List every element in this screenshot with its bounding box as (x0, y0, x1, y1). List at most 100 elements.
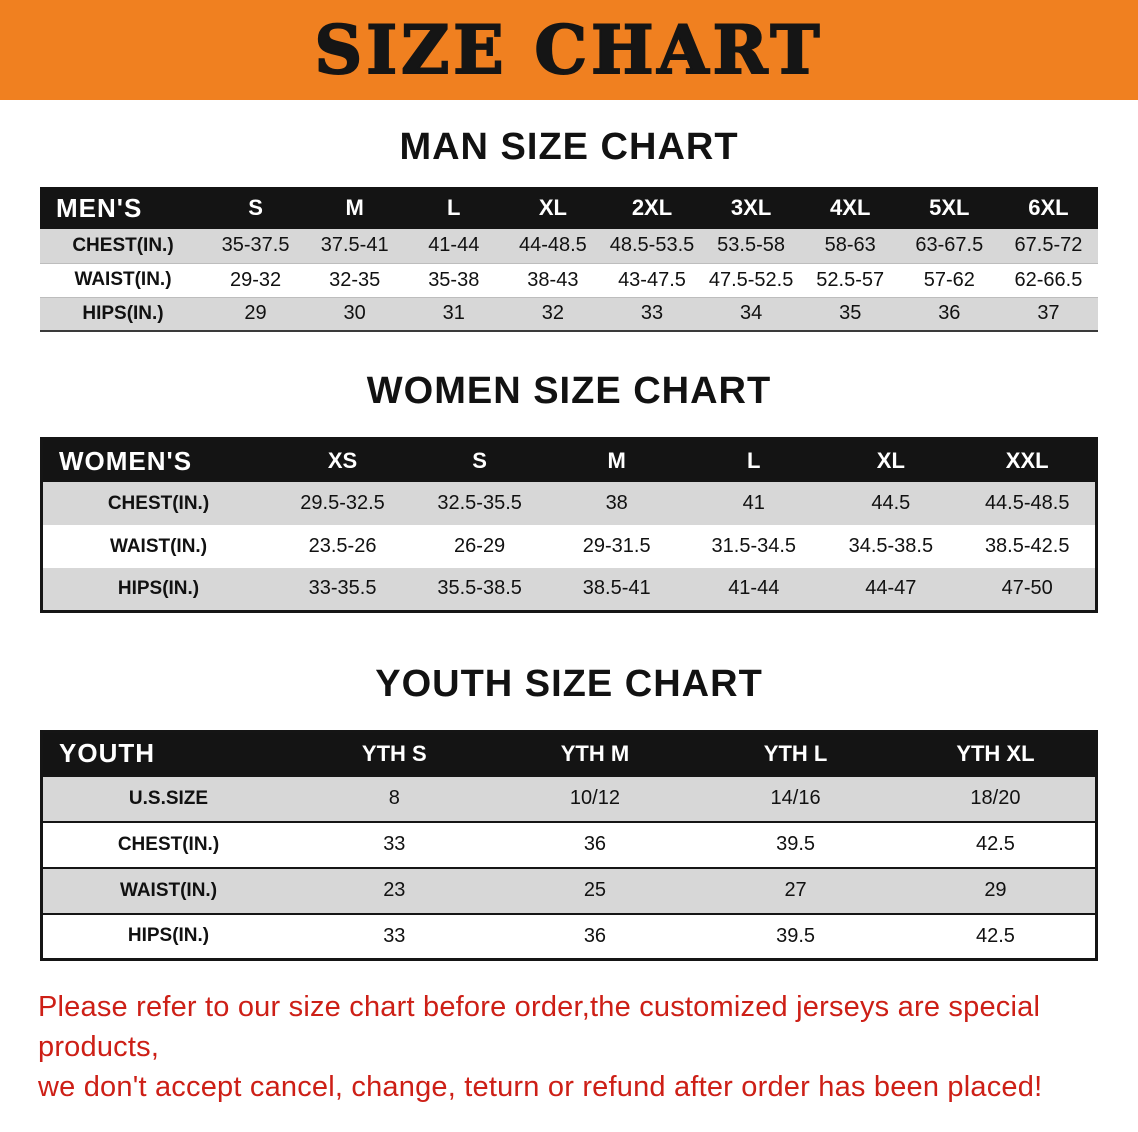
size-value-cell: 31.5-34.5 (711, 535, 797, 557)
size-value-cell: 47-50 (1001, 577, 1053, 600)
size-value-cell: 23 (383, 879, 406, 901)
size-value-cell: 62-66.5 (1014, 268, 1083, 291)
row-label: HIPS(IN.) (82, 302, 164, 324)
size-value-cell: 18/20 (970, 787, 1021, 809)
size-value-cell: 67.5-72 (1014, 234, 1083, 257)
order-policy-note-line: we don't accept cancel, change, teturn o… (38, 1071, 1043, 1104)
column-header: YTH XL (956, 740, 1035, 766)
column-header: YTH M (560, 740, 630, 766)
row-label: CHEST(IN.) (107, 492, 210, 514)
table-group-label: YOUTH (59, 738, 155, 768)
page-title: SIZE CHART (314, 10, 824, 90)
size-value-cell: 48.5-53.5 (609, 234, 695, 257)
size-value-cell: 41-44 (428, 234, 480, 257)
size-value-cell: 44-48.5 (518, 234, 587, 257)
size-value-cell: 39.5 (776, 833, 816, 855)
size-table: WOMEN'S XS S M L XL XXL CHEST(IN.) 29.5-32.5 32.5… (40, 437, 1098, 613)
table-row: CHEST(IN.) 33 36 39.5 42.5 (41, 821, 1097, 868)
row-label: HIPS(IN.) (117, 577, 200, 599)
size-value-cell: 35.5-38.5 (437, 577, 522, 600)
size-value-cell: 32-35 (329, 268, 381, 291)
column-header: YTH L (763, 740, 828, 766)
women-size-section: WOMEN SIZE CHART WOMEN'S XS S M L XL XXL CHEST(… (0, 370, 1138, 613)
size-value-cell: 34.5-38.5 (848, 535, 934, 557)
row-label: U.S.SIZE (128, 787, 209, 809)
table-group-label: WOMEN'S (59, 445, 193, 476)
women-size-table: WOMEN'S XS S M L XL XXL CHEST(IN.) 29.5-32.5 32.5… (40, 437, 1098, 613)
size-value-cell: 58-63 (824, 234, 876, 257)
order-policy-note-line: Please refer to our size chart before or… (38, 991, 1041, 1064)
size-value-cell: 31 (442, 302, 465, 325)
size-value-cell: 32 (541, 302, 564, 325)
column-header: 4XL (830, 195, 871, 220)
size-value-cell: 34 (739, 302, 763, 325)
youth-section-heading: YOUTH SIZE CHART (375, 662, 763, 705)
men-section-heading: MAN SIZE CHART (399, 126, 739, 168)
table-header-row: MEN'S S M L XL 2XL 3XL 4XL 5XL 6XL (40, 187, 1098, 229)
size-value-cell: 35-37.5 (221, 234, 290, 257)
men-size-section: MAN SIZE CHART MEN'S S M L XL 2XL 3XL 4XL 5XL 6XL… (0, 126, 1138, 332)
size-value-cell: 44.5-48.5 (984, 492, 1070, 514)
size-value-cell: 44-47 (865, 577, 917, 600)
size-chart-banner: SIZE CHART (0, 0, 1138, 100)
size-value-cell: 57-62 (923, 268, 975, 291)
size-value-cell: 38.5-41 (582, 577, 651, 600)
size-value-cell: 38-43 (527, 268, 579, 291)
size-value-cell: 53.5-58 (717, 234, 786, 257)
column-header: S (248, 195, 263, 220)
size-value-cell: 33 (383, 833, 406, 855)
size-value-cell: 38 (605, 492, 628, 514)
size-value-cell: 33 (383, 924, 406, 947)
column-header: L (747, 448, 761, 473)
row-label: WAIST(IN.) (109, 535, 208, 557)
size-value-cell: 30 (343, 302, 366, 325)
size-value-cell: 26-29 (454, 535, 506, 557)
row-label: WAIST(IN.) (74, 269, 172, 290)
table-header-row: YOUTH YTH S YTH M YTH L YTH XL (41, 731, 1097, 776)
size-value-cell: 37.5-41 (320, 234, 389, 257)
column-header: L (447, 195, 461, 220)
size-value-cell: 35-38 (428, 268, 480, 291)
table-group-label: MEN'S (56, 192, 143, 223)
size-value-cell: 29 (984, 879, 1007, 901)
size-value-cell: 42.5 (975, 833, 1015, 855)
table-header-row: WOMEN'S XS S M L XL XXL (41, 438, 1097, 482)
size-value-cell: 33-35.5 (308, 577, 377, 600)
row-label: WAIST(IN.) (119, 879, 218, 901)
size-value-cell: 10/12 (569, 787, 620, 809)
size-table: MEN'S S M L XL 2XL 3XL 4XL 5XL 6XL CHEST(IN.) 35-37… (40, 187, 1098, 332)
size-value-cell: 39.5 (776, 924, 816, 947)
column-header: XXL (1005, 448, 1049, 473)
size-value-cell: 36 (583, 833, 607, 855)
row-label: CHEST(IN.) (117, 833, 220, 855)
size-value-cell: 44.5 (871, 492, 911, 514)
size-value-cell: 38.5-42.5 (984, 535, 1070, 557)
size-value-cell: 8 (388, 787, 400, 809)
column-header: YTH S (361, 740, 427, 766)
order-policy-note: Please refer to our size chart before or… (38, 987, 1100, 1107)
youth-size-table: YOUTH YTH S YTH M YTH L YTH XL U.S.SIZE 8 10/12… (40, 729, 1098, 961)
column-header: XL (876, 448, 905, 473)
table-row: CHEST(IN.) 29.5-32.5 32.5-35.5 38 41 44.5 44.5… (41, 482, 1097, 525)
men-size-table: MEN'S S M L XL 2XL 3XL 4XL 5XL 6XL CHEST(IN.) 35-37… (40, 187, 1098, 332)
column-header: 6XL (1028, 195, 1069, 220)
size-value-cell: 43-47.5 (618, 268, 686, 291)
size-value-cell: 41-44 (728, 577, 780, 600)
column-header: XS (327, 448, 358, 473)
size-value-cell: 47.5-52.5 (708, 268, 794, 291)
size-table: YOUTH YTH S YTH M YTH L YTH XL U.S.SIZE 8 10/12… (40, 729, 1098, 961)
size-value-cell: 29.5-32.5 (300, 492, 385, 514)
size-value-cell: 29-31.5 (582, 535, 651, 557)
row-label: HIPS(IN.) (127, 925, 210, 947)
table-row: WAIST(IN.) 23 25 27 29 (41, 867, 1097, 914)
youth-size-section: YOUTH SIZE CHART YOUTH YTH S YTH M YTH L YTH… (0, 662, 1138, 961)
size-value-cell: 29 (244, 302, 267, 325)
size-value-cell: 33 (640, 302, 664, 325)
column-header: M (607, 448, 626, 473)
size-value-cell: 14/16 (770, 787, 821, 809)
size-value-cell: 36 (938, 302, 961, 325)
column-header: 2XL (631, 195, 673, 220)
column-header: 5XL (929, 195, 970, 220)
size-value-cell: 23.5-26 (308, 535, 377, 557)
size-value-cell: 52.5-57 (816, 268, 885, 291)
